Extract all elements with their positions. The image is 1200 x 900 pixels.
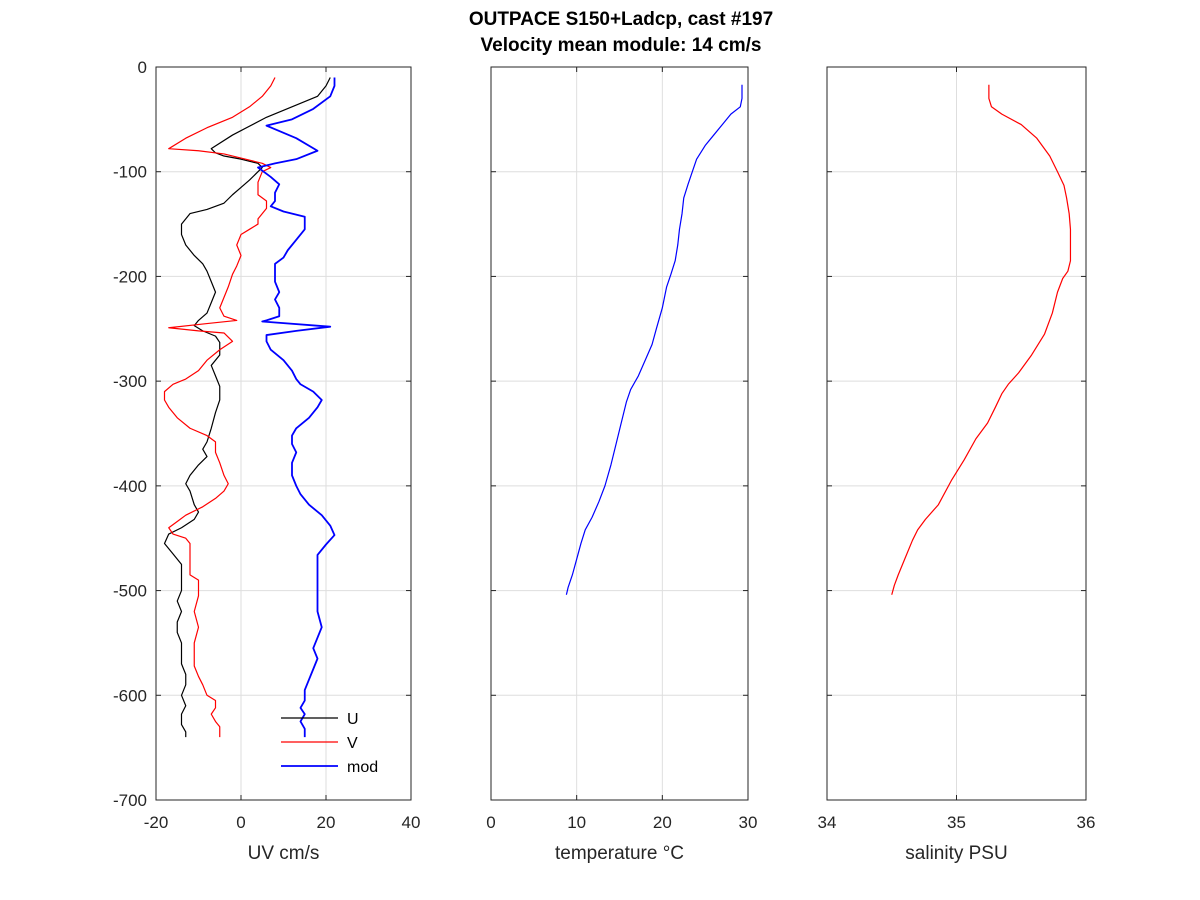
panel-2-plot-area <box>491 67 748 800</box>
panel-1-xlabel: UV cm/s <box>248 843 320 864</box>
panel-1-ytick-label-1: -100 <box>113 163 147 182</box>
chart-title-line-2: Velocity mean module: 14 cm/s <box>481 35 762 56</box>
panel-3-xlabel: salinity PSU <box>905 843 1007 864</box>
panel-2-series-1 <box>565 84 743 595</box>
panel-3-xtick-label-2: 36 <box>1077 813 1096 832</box>
panel-1-xtick-label-3: 40 <box>402 813 421 832</box>
panel-2-xtick-label-2: 20 <box>653 813 672 832</box>
chart-title-line-1: OUTPACE S150+Ladcp, cast #197 <box>469 9 773 30</box>
panel-2-xtick-label-0: 0 <box>486 813 495 832</box>
panel-1-ytick-label-0: 0 <box>138 58 147 77</box>
panel-1-ytick-label-3: -300 <box>113 372 147 391</box>
legend-label-v: V <box>347 735 358 752</box>
panel-1-xtick-label-1: 0 <box>236 813 245 832</box>
panel-1-ytick-label-2: -200 <box>113 267 147 286</box>
panel-2-xtick-label-3: 30 <box>739 813 758 832</box>
panel-3-xtick-label-1: 35 <box>947 813 966 832</box>
panel-1-series-mod <box>257 77 336 738</box>
panel-1-axes-box <box>155 66 412 801</box>
panels-group: -20 0 20 400-100-200-300-400-500-600-700UV … <box>113 58 1095 864</box>
panel-1-series-u <box>163 77 331 738</box>
panel-3-series-1 <box>891 84 1072 595</box>
panel-3-xtick-label-0: 34 <box>818 813 837 832</box>
panel-1-xtick-label-2: 20 <box>317 813 336 832</box>
panel-3: 34 35 36 salinity PSU <box>818 66 1096 864</box>
legend-label-u: U <box>347 711 359 728</box>
panel-1-ytick-label-5: -500 <box>113 582 147 601</box>
panel-1-ytick-label-6: -600 <box>113 686 147 705</box>
panel-2-xlabel: temperature °C <box>555 843 684 864</box>
panel-1-ytick-label-7: -700 <box>113 791 147 810</box>
panel-1-plot-area <box>156 67 411 800</box>
panel-1: -20 0 20 400-100-200-300-400-500-600-700UV … <box>113 58 420 864</box>
panel-2-axes-box <box>490 66 749 801</box>
panel-1-ytick-label-4: -400 <box>113 477 147 496</box>
panel-2: 0 10 20 30 temperature °C <box>486 66 758 864</box>
legend-label-mod: mod <box>347 759 378 776</box>
panel-1-series-v <box>163 77 276 738</box>
panel-2-xtick-label-1: 10 <box>567 813 586 832</box>
panel-1-xtick-label-0: -20 <box>144 813 169 832</box>
